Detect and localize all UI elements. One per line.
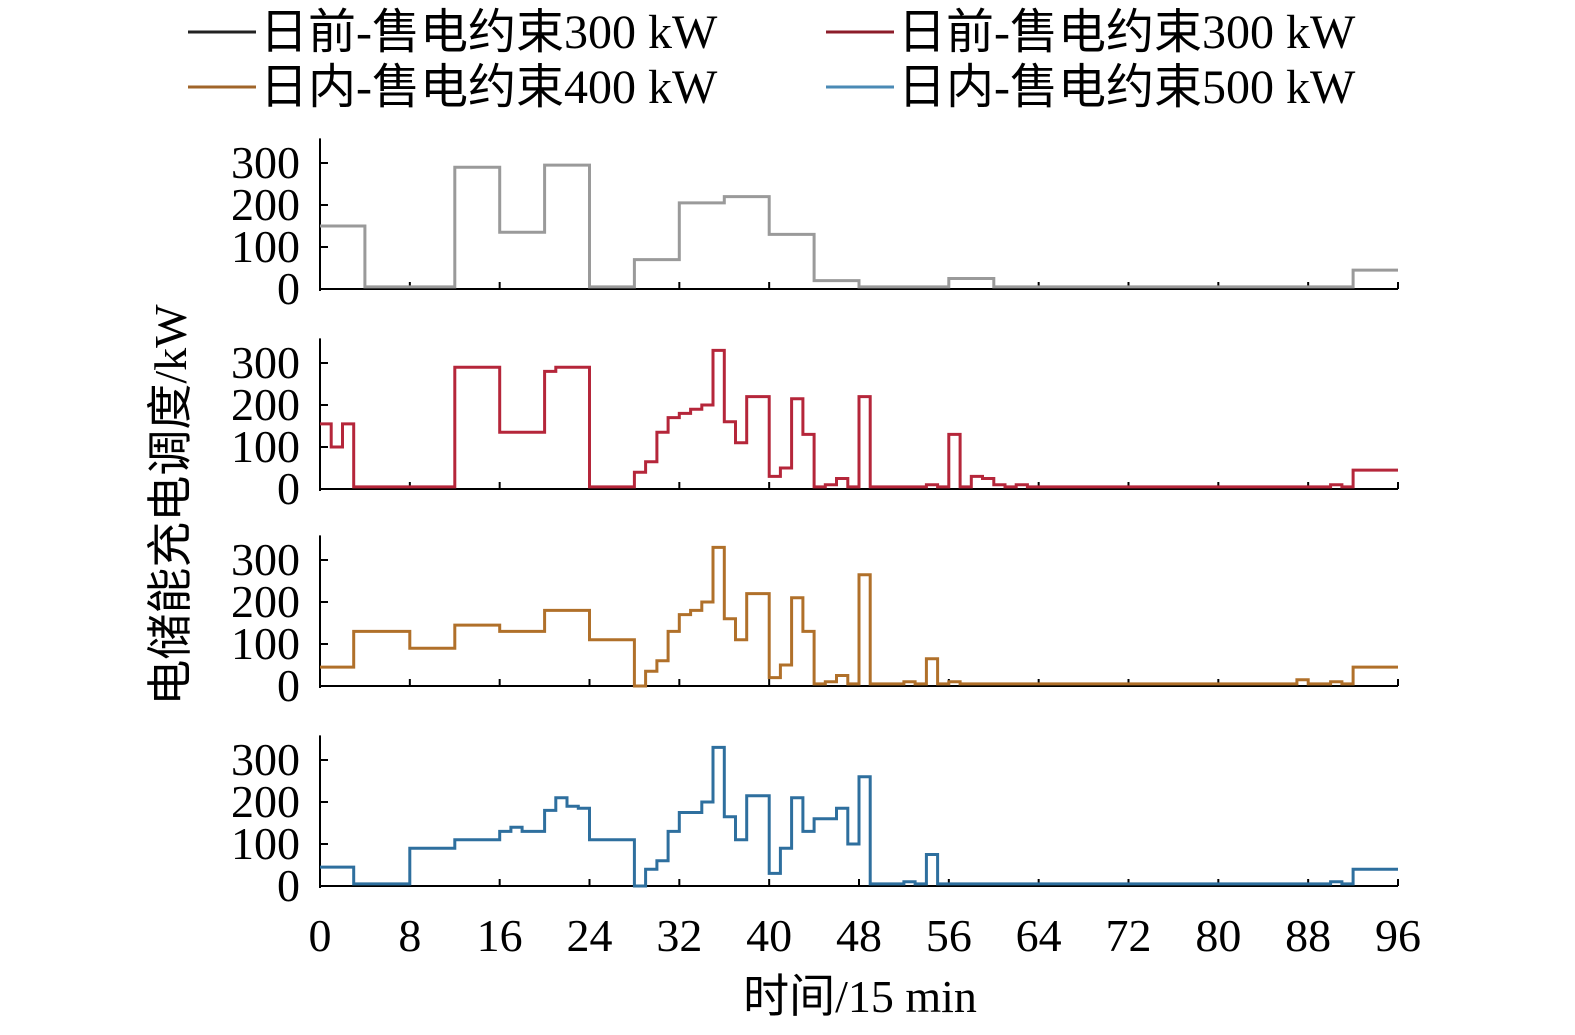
y-tick-label: 100 [231, 221, 300, 272]
y-tick-label: 300 [231, 337, 300, 388]
x-tick-label: 80 [1195, 910, 1241, 961]
x-tick-label: 48 [836, 910, 882, 961]
legend-label-0: 日前-售电约束300 kW [260, 6, 718, 59]
legend-label-1: 日前-售电约束300 kW [898, 6, 1356, 59]
y-tick-label: 100 [231, 421, 300, 472]
y-tick-label: 300 [231, 534, 300, 585]
y-tick-label: 0 [277, 860, 300, 911]
y-tick-label: 200 [231, 576, 300, 627]
series-line-2 [320, 545, 1398, 688]
x-tick-label: 56 [926, 910, 972, 961]
x-axis-label: 时间/15 min [743, 971, 977, 1022]
y-tick-label: 200 [231, 179, 300, 230]
x-axis: 0 8 16 24 32 40 48 56 64 72 80 88 96 [309, 910, 1422, 961]
y-tick-label: 0 [277, 263, 300, 314]
y-tick-label: 200 [231, 379, 300, 430]
series-line-0 [320, 163, 1398, 289]
x-tick-label: 88 [1285, 910, 1331, 961]
y-tick-label: 0 [277, 660, 300, 711]
legend-label-3: 日内-售电约束500 kW [898, 61, 1356, 114]
x-tick-label: 40 [746, 910, 792, 961]
series-line-1 [320, 348, 1398, 489]
y-axis-label: 电储能充电调度/kW [145, 304, 196, 706]
x-tick-label: 32 [656, 910, 702, 961]
x-tick-label: 16 [477, 910, 523, 961]
y-tick-label: 300 [231, 137, 300, 188]
x-tick-label: 8 [398, 910, 421, 961]
x-tick-label: 96 [1375, 910, 1421, 961]
series-line-3 [320, 745, 1398, 888]
y-tick-label: 100 [231, 818, 300, 869]
y-tick-label: 100 [231, 618, 300, 669]
x-tick-label: 24 [567, 910, 613, 961]
x-tick-label: 72 [1106, 910, 1152, 961]
y-tick-label: 300 [231, 734, 300, 785]
y-tick-label: 200 [231, 776, 300, 827]
x-tick-label: 0 [309, 910, 332, 961]
y-tick-label: 0 [277, 463, 300, 514]
legend-label-2: 日内-售电约束400 kW [260, 61, 718, 114]
x-tick-label: 64 [1016, 910, 1062, 961]
